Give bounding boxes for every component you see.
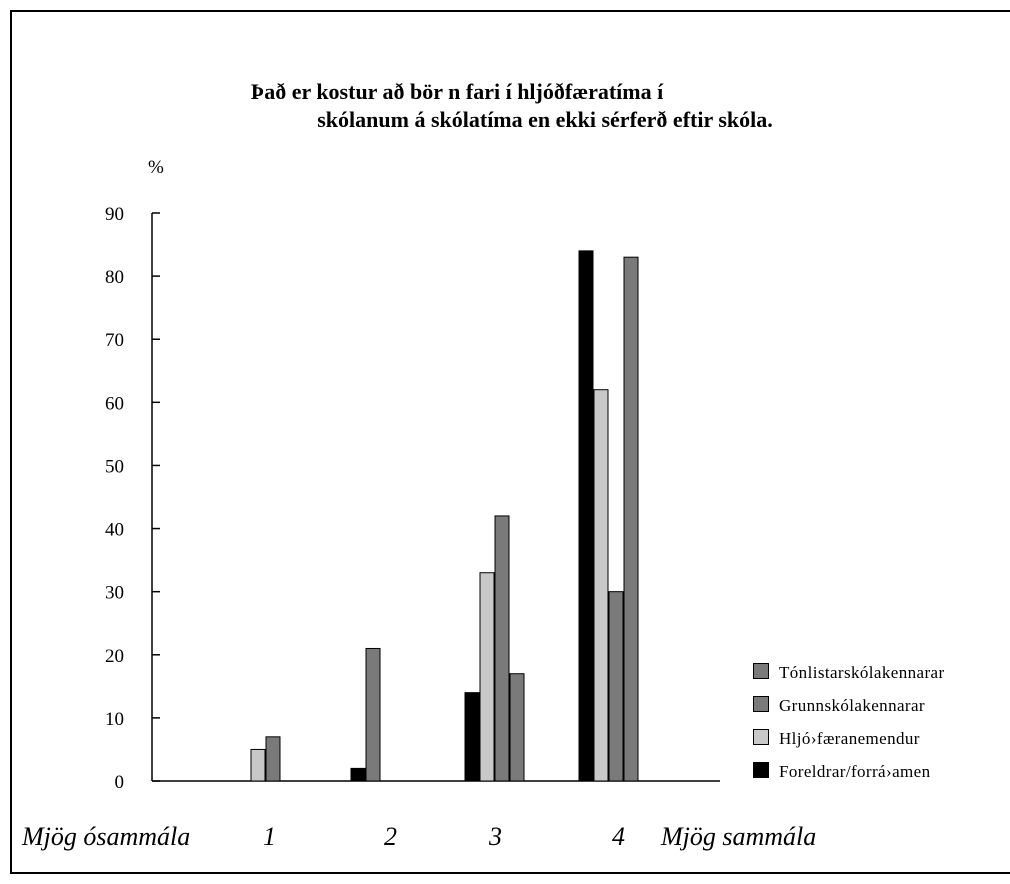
bar-tnlistarsklakennarar-3 [509,673,525,782]
legend-item-tonlistarskolakennarar: Tónlistarskólakennarar [753,663,1005,683]
bar-hljfranemendur-4 [593,389,609,782]
legend-swatch [753,762,769,778]
legend-item-foreldrar: Foreldrar/forrá›amen [753,762,1005,782]
x-category-label-2: 2 [384,822,397,851]
y-tick-label: 90 [105,204,124,225]
bar-hljfranemendur-1 [250,748,266,782]
x-category-label-1: 1 [263,822,276,851]
y-tick-label: 30 [105,583,124,604]
bar-grunnsklakennarar-3 [494,515,510,782]
y-tick-label: 0 [115,772,125,793]
bar-foreldrarforramen-3 [464,692,480,782]
bar-foreldrarforramen-4 [578,250,594,782]
chart-title-line-1: Það er kostur að bör n fari í hljóðfærat… [250,79,664,104]
x-axis-left-label: Mjög ósammála [22,822,191,851]
y-tick-label: 20 [105,646,124,667]
y-tick-label: 80 [105,267,124,288]
bar-grunnsklakennarar-2 [365,647,381,782]
legend-swatch [753,663,769,679]
legend-swatch [753,696,769,712]
y-tick-label: 50 [105,456,124,477]
bar-grunnsklakennarar-4 [608,591,624,782]
legend-swatch [753,729,769,745]
legend-label: Grunnskólakennarar [779,696,925,715]
x-category-label-3: 3 [489,822,502,851]
x-axis-right-label: Mjög sammála [661,822,817,851]
legend-item-grunnskolakennarar: Grunnskólakennarar [753,696,1005,716]
y-tick-label: 10 [105,709,124,730]
bar-foreldrarforramen-2 [350,767,366,782]
bar-tnlistarsklakennarar-4 [623,256,639,782]
y-axis-unit-label: % [148,157,164,178]
legend-item-hljodfaeranemendur: Hljó›færanemendur [753,729,1005,749]
bar-grunnsklakennarar-1 [265,736,281,782]
y-tick-label: 40 [105,520,124,541]
chart-frame [10,10,1010,874]
y-tick-label: 60 [105,393,124,414]
bar-hljfranemendur-3 [479,572,495,782]
y-tick-label: 70 [105,330,124,351]
legend-label: Tónlistarskólakennarar [779,663,945,682]
legend-label: Hljó›færanemendur [779,729,920,748]
legend-label: Foreldrar/forrá›amen [779,762,931,781]
chart-title-line-2: skólanum á skólatíma en ekki sérferð eft… [317,107,773,132]
x-category-label-4: 4 [612,822,625,851]
